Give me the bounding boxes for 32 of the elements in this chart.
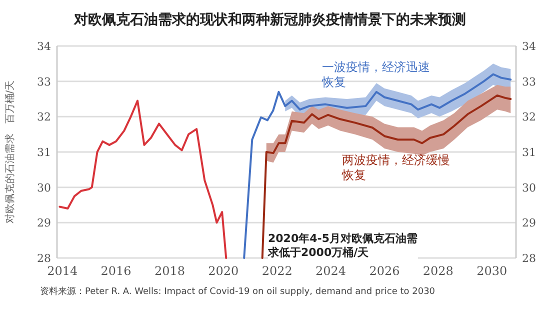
x-tick-label: 2026 (369, 264, 400, 278)
line-series (243, 73, 512, 259)
series-label: 一波疫情，经济迅速恢复 (322, 60, 431, 90)
x-tick-label: 2014 (47, 264, 78, 278)
series-label: 两波疫情，经济缓慢恢复 (342, 153, 451, 183)
annotation: 2020年4-5月对欧佩克石油需求低于2000万桶/天 (268, 232, 418, 260)
x-tick-label: 2028 (422, 264, 454, 278)
x-tick-label: 2016 (100, 264, 132, 278)
y2-tick-label: 33 (522, 75, 536, 88)
x-tick-label: 2018 (154, 264, 186, 278)
y-tick-label: 28 (37, 252, 51, 265)
y-tick-label: 32 (37, 110, 51, 124)
y-tick-label: 33 (37, 75, 51, 88)
y-axis-title: 对欧佩克的石油需求 百万桶/天 (4, 80, 16, 224)
y2-tick-label: 32 (522, 110, 536, 124)
x-tick-label: 2024 (316, 264, 346, 278)
y2-tick-label: 30 (522, 181, 536, 194)
y2-tick-label: 28 (522, 252, 536, 265)
y-tick-label: 29 (37, 216, 51, 230)
y2-tick-label: 31 (522, 146, 536, 159)
x-tick-label: 2022 (262, 264, 292, 278)
y-tick-label: 30 (37, 181, 51, 194)
chart-title: 对欧佩克石油需求的现状和两种新冠肺炎疫情情景下的未来预测 (73, 11, 466, 28)
y-tick-label: 34 (37, 40, 51, 53)
line-series (58, 100, 228, 259)
line-series (261, 94, 512, 259)
x-tick-label: 2030 (476, 264, 508, 278)
y2-tick-label: 29 (522, 216, 536, 230)
text: 资料来源：Peter R. A. Wells: Impact of Covid-19 on oil supply, demand and price to 2030 (40, 286, 436, 298)
x-tick-label: 2020 (208, 264, 239, 278)
y-tick-label: 31 (37, 146, 51, 159)
y2-tick-label: 34 (522, 40, 536, 53)
